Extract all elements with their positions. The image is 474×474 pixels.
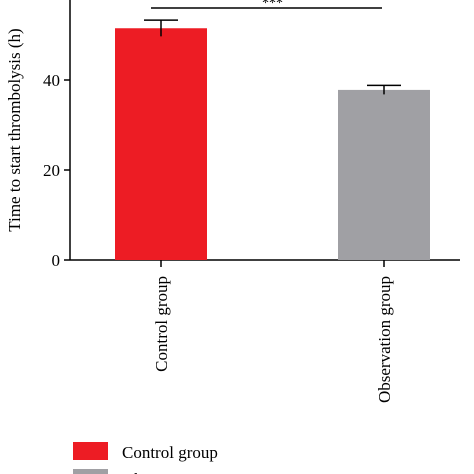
y-tick-label: 40 xyxy=(43,71,60,90)
category-label: Control group xyxy=(152,276,171,372)
category-label: Observation group xyxy=(375,276,394,403)
significance-label: *** xyxy=(262,0,283,11)
significance-bracket: *** xyxy=(151,0,382,11)
bar xyxy=(115,28,207,260)
bars-group xyxy=(115,19,430,267)
legend-label: Control group xyxy=(122,443,218,462)
legend-swatch xyxy=(73,442,108,460)
category-labels: Control group Observation group xyxy=(152,276,394,403)
legend-label: Observation group xyxy=(122,470,249,474)
y-tick-label: 20 xyxy=(43,161,60,180)
y-axis-label: Time to start thrombolysis (h) xyxy=(5,28,24,231)
legend: Control group Observation group xyxy=(73,442,249,474)
y-tick-label: 0 xyxy=(52,251,61,270)
bar xyxy=(338,89,430,261)
legend-swatch xyxy=(73,469,108,474)
